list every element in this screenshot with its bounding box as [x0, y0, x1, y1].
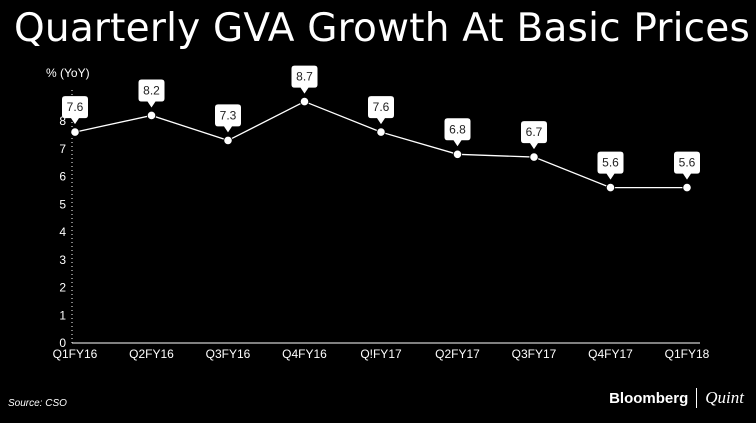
data-label: 8.2 — [143, 83, 160, 97]
data-label-box — [444, 118, 471, 147]
data-label-box — [674, 151, 700, 180]
x-tick-label: Q1FY18 — [665, 347, 710, 361]
x-tick-label: Q2FY17 — [435, 347, 480, 361]
data-label: 7.3 — [220, 108, 237, 122]
data-point — [682, 183, 692, 193]
y-tick-label: 6 — [59, 170, 66, 184]
data-point — [605, 183, 616, 193]
x-tick-label: Q3FY16 — [206, 347, 251, 361]
data-point — [299, 96, 310, 107]
x-tick-label: Q2FY16 — [129, 347, 174, 361]
data-label-box — [521, 121, 547, 150]
data-label: 6.7 — [526, 125, 543, 139]
brand-logo: Bloomberg Quint — [609, 388, 744, 408]
data-point — [452, 149, 463, 159]
y-tick-label: 1 — [59, 308, 66, 322]
brand-bloomberg: Bloomberg — [609, 389, 689, 407]
data-label: 5.6 — [602, 156, 619, 170]
y-tick-label: 8 — [59, 114, 66, 128]
y-tick-label: 2 — [59, 281, 66, 295]
brand-divider — [696, 388, 698, 408]
data-label: 6.8 — [449, 122, 466, 136]
data-point — [223, 135, 233, 146]
axis-layer: 0 1 2 3 4 5 6 7 8 Q1FY16 Q2FY16 Q3FY16 Q4FY16 Q!FY17 Q… — [53, 90, 710, 361]
chart-title: Quarterly GVA Growth At Basic Prices — [14, 6, 751, 51]
y-tick-label: 0 — [59, 336, 66, 350]
data-label-box — [215, 104, 241, 133]
data-label-box — [291, 65, 318, 94]
data-label: 7.6 — [373, 100, 390, 114]
data-label-box — [138, 79, 165, 108]
x-tick-label: Q!FY17 — [360, 347, 402, 361]
data-label-box — [597, 151, 624, 180]
data-label: 5.6 — [679, 156, 696, 170]
y-tick-label: 3 — [59, 253, 66, 267]
source-note: Source: CSO — [8, 398, 67, 409]
y-tick-label: 7 — [59, 142, 66, 156]
y-tick-label: 4 — [59, 225, 66, 239]
x-tick-label: Q1FY16 — [53, 347, 98, 361]
data-label-box — [62, 96, 88, 125]
data-label: 7.6 — [67, 100, 84, 114]
x-tick-label: Q3FY17 — [512, 347, 557, 361]
y-tick-label: 5 — [59, 197, 66, 211]
x-tick-label: Q4FY16 — [282, 347, 327, 361]
data-point-layer — [70, 96, 692, 193]
x-tick-label: Q4FY17 — [588, 347, 633, 361]
data-label-box — [368, 96, 394, 125]
data-point — [70, 127, 80, 137]
data-point — [529, 152, 539, 162]
data-label: 8.7 — [296, 70, 313, 84]
data-label-layer: 7.6 8.2 7.3 8.7 7.6 6.8 6.7 5.6 5.6 — [62, 65, 700, 180]
data-point — [146, 110, 157, 121]
data-point — [376, 127, 386, 137]
y-axis-unit-label: % (YoY) — [46, 66, 90, 80]
brand-quint: Quint — [705, 388, 744, 407]
